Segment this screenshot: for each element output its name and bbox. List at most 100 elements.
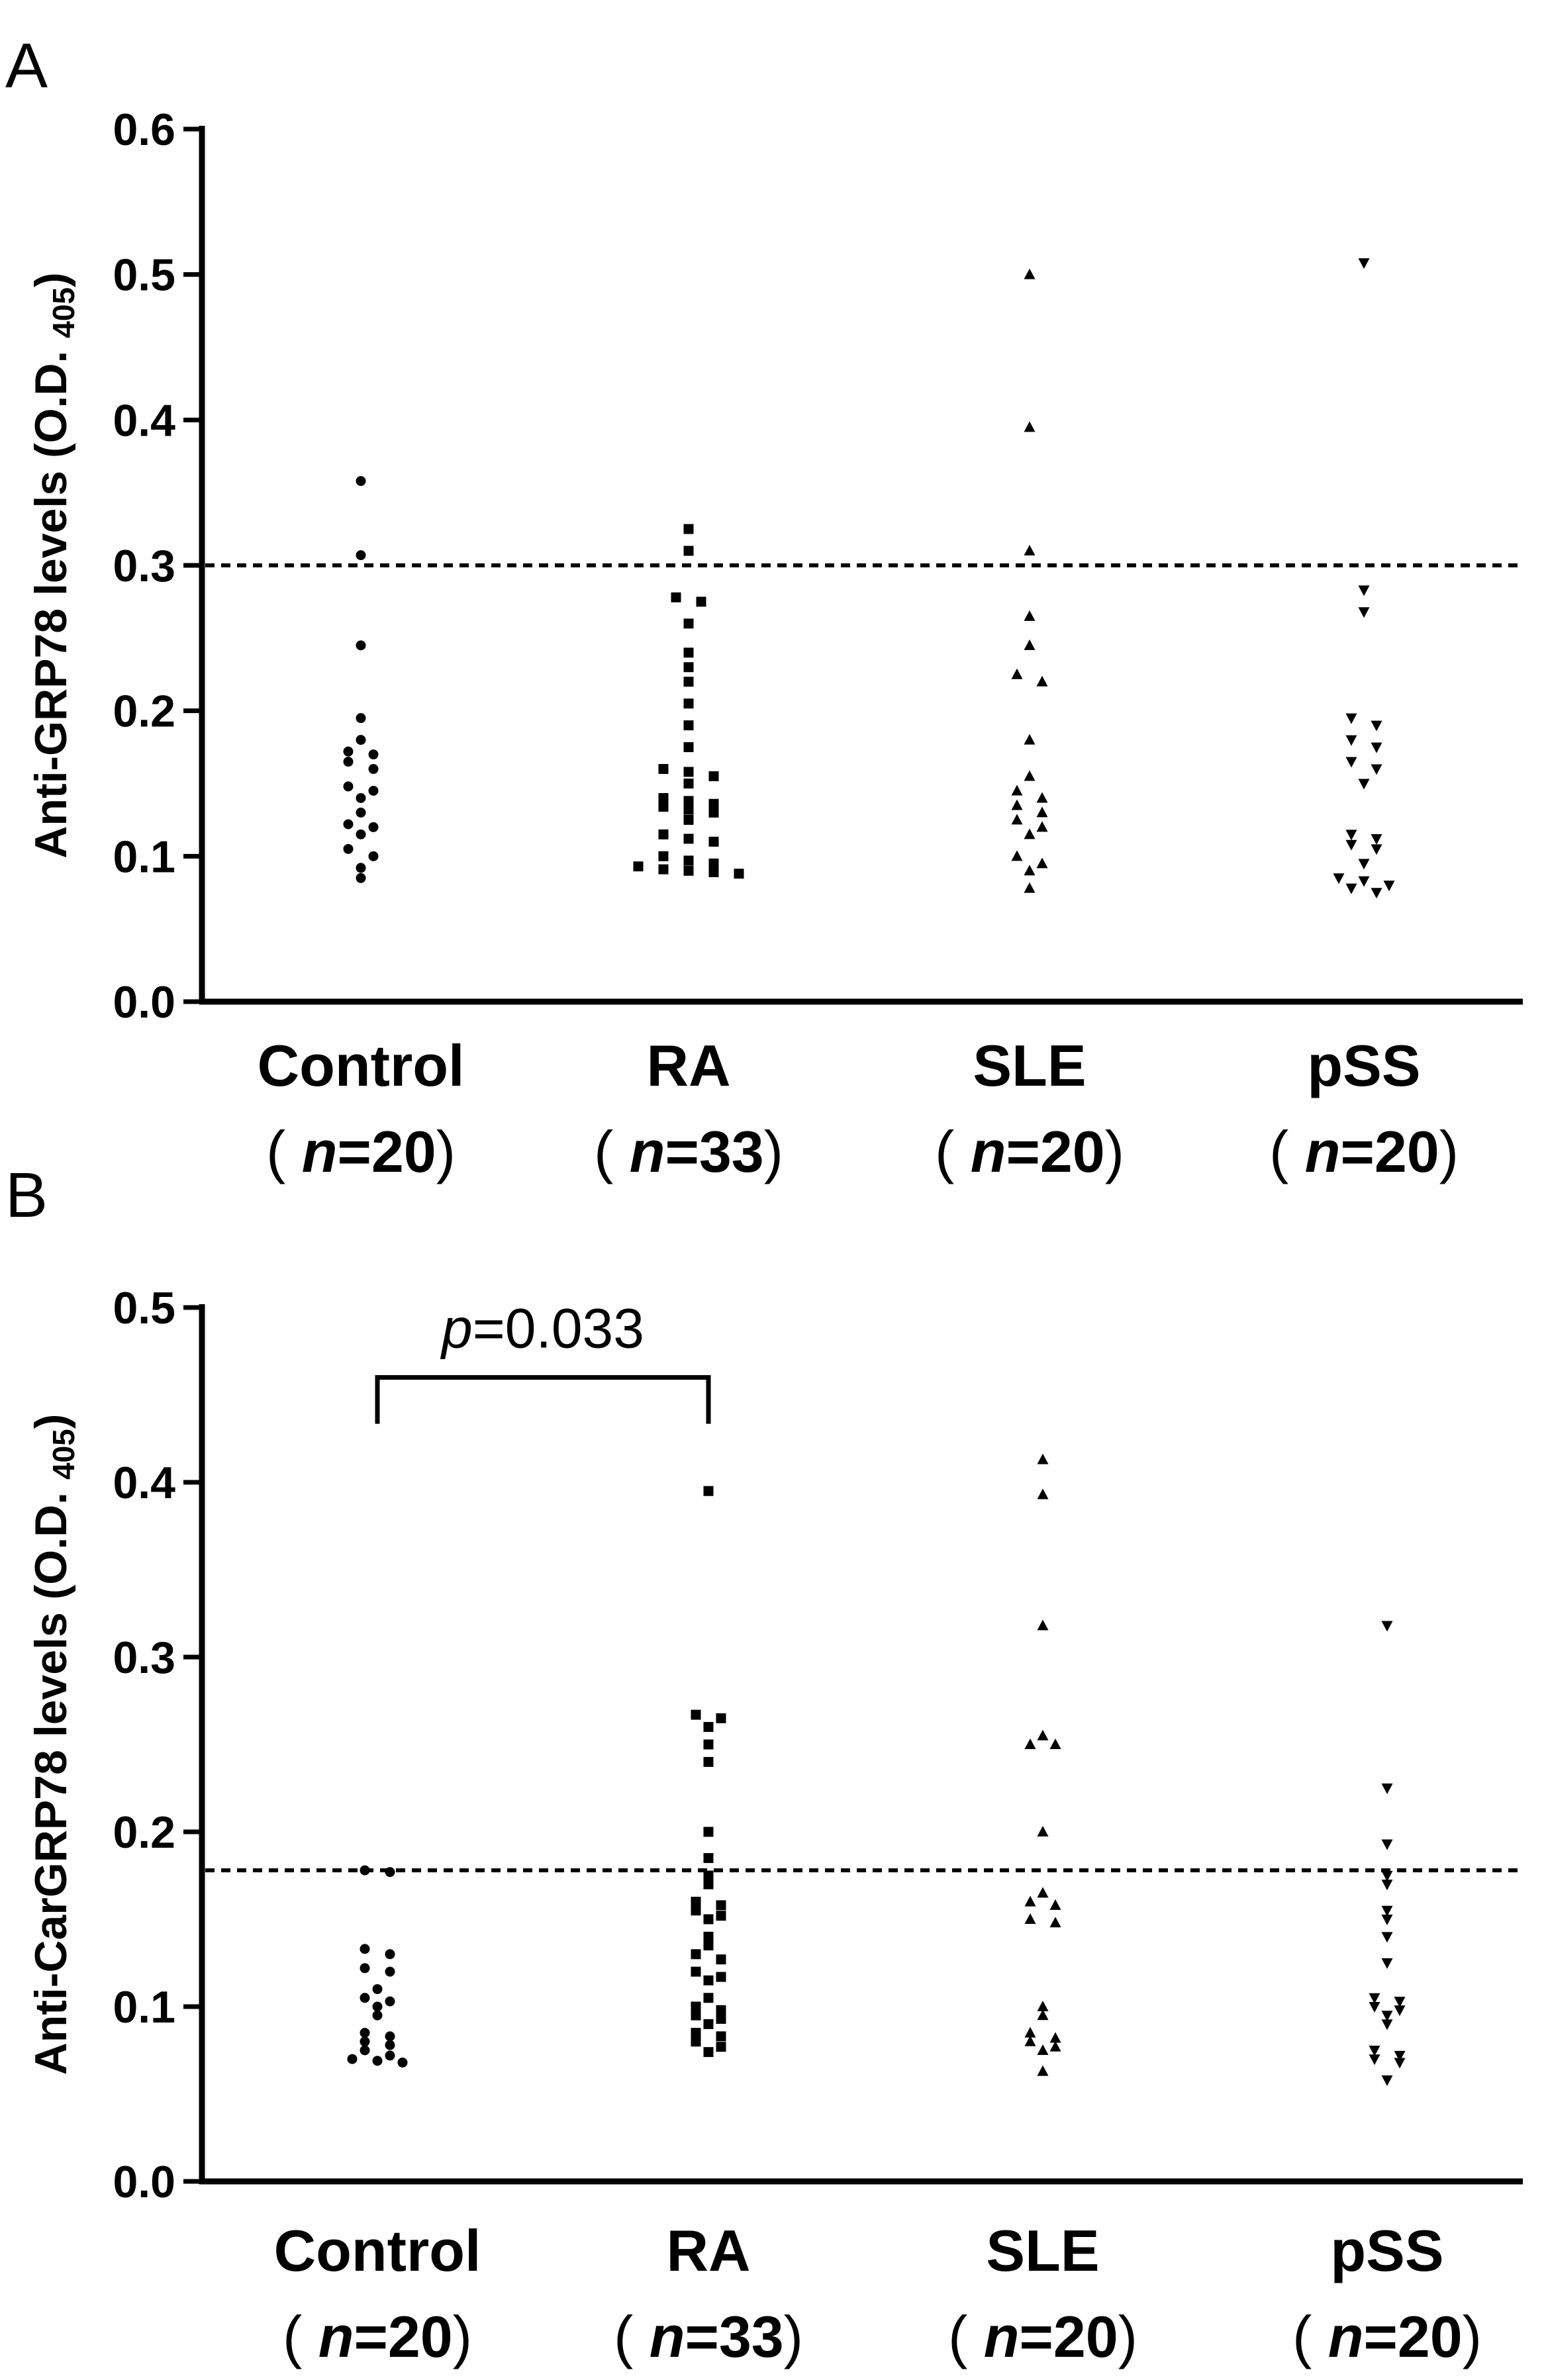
panel-b-data-point [691, 1949, 701, 1960]
panel-b-data-point [703, 1739, 714, 1750]
panel-b-data-point [716, 2005, 726, 2015]
panel-b-y-tick-label: 0.2 [113, 1807, 175, 1858]
panel-b-data-point [360, 1865, 370, 1876]
panel-b-data-point [372, 2056, 383, 2066]
panel-b-data-point [691, 2010, 701, 2021]
panel-b-data-point [1037, 2001, 1049, 2011]
panel-a-data-point [683, 779, 694, 788]
panel-b-data-point [1049, 1899, 1061, 1910]
panel-a-data-point [1371, 720, 1382, 732]
panel-b-data-point [1049, 1738, 1061, 1749]
panel-a-data-point [343, 843, 354, 854]
panel-b-y-tick-label: 0.4 [113, 1458, 175, 1508]
panel-b-data-point [1037, 1826, 1049, 1836]
panel-b-data-point [385, 1867, 395, 1878]
panel-a-data-point [356, 863, 366, 873]
panel-a: A 0.0 0.1 0.2 0.3 0.4 0.5 0.6 Anti-GRP78 levels… [5, 30, 1523, 1184]
panel-b-data-point [703, 1486, 714, 1496]
panel-b-data-point [1024, 1895, 1036, 1907]
panel-a-data-point [356, 792, 366, 803]
panel-a-data-point [1011, 785, 1023, 796]
panel-b-category-label: SLE [986, 2218, 1099, 2283]
panel-a-data-point [658, 864, 669, 875]
panel-a-data-point [683, 524, 694, 534]
panel-a-data-point [343, 757, 354, 767]
panel-a-series-control [343, 476, 379, 883]
panel-a-data-point [708, 771, 719, 782]
panel-a-series-ra [633, 524, 744, 879]
panel-b-data-point [1024, 1738, 1036, 1749]
panel-b-data-point [1037, 1729, 1049, 1740]
panel-a-series-sle [1011, 268, 1048, 893]
panel-b-data-point [703, 1914, 714, 1925]
panel-b-data-point [1381, 2019, 1393, 2030]
panel-b-data-point [1037, 2009, 1049, 2021]
panel-b-data-point [716, 2013, 726, 2024]
panel-a-data-point [683, 742, 694, 753]
panel-a-data-point [683, 804, 694, 815]
panel-b-data-point [716, 2031, 726, 2042]
panel-b-data-point [1381, 1958, 1393, 1969]
panel-b-data-point [360, 1993, 370, 2003]
panel-b-data-point [1369, 1993, 1380, 2004]
panel-a-data-point [356, 807, 366, 818]
panel-b-data-point [1024, 1913, 1036, 1924]
panel-a-data-point [356, 476, 366, 487]
panel-a-data-point [683, 767, 694, 777]
panel-b-data-point [347, 2054, 358, 2064]
panel-b-y-axis-label: Anti-CarGRP78 levels (O.D. 405) [26, 1414, 81, 2075]
panel-b-data-point [703, 1870, 714, 1881]
panel-a-data-point [1024, 639, 1036, 650]
panel-b-data-point [360, 2036, 370, 2047]
panel-a-data-point [343, 746, 354, 757]
panel-b-data-point [716, 1954, 726, 1965]
panel-a-data-point [683, 647, 694, 658]
panel-a-y-tick-label: 0.4 [113, 395, 175, 446]
panel-b-series-sle [1024, 1453, 1061, 2076]
panel-a-category-n: ( n=20) [266, 1119, 456, 1184]
panel-a-letter: A [5, 30, 48, 101]
panel-a-category-label: pSS [1307, 1033, 1420, 1098]
panel-b-data-point [703, 1756, 714, 1767]
panel-b-data-point [397, 2057, 408, 2068]
panel-a-data-point [368, 764, 379, 775]
panel-a-data-point [708, 867, 719, 877]
panel-a-data-point [683, 833, 694, 844]
panel-b-data-point [703, 1940, 714, 1951]
panel-b-data-point [360, 1963, 370, 1974]
panel-b-category-label: pSS [1330, 2218, 1443, 2283]
panel-b-data-point [1381, 1932, 1393, 1943]
panel-b-data-point [385, 1949, 395, 1960]
panel-a-data-point [356, 550, 366, 561]
panel-b-category-label: Control [274, 2218, 481, 2283]
panel-b-data-point [703, 1853, 714, 1864]
panel-b-data-point [716, 2042, 726, 2052]
panel-b-data-point [691, 2036, 701, 2047]
panel-b-significance-bracket [375, 1375, 711, 1424]
panel-a-category-n: ( n=20) [1269, 1119, 1459, 1184]
panel-a-data-point [368, 785, 379, 796]
panel-b-data-point [1394, 2058, 1406, 2069]
panel-a-data-point [1024, 770, 1036, 781]
panel-a-data-point [1036, 857, 1048, 869]
panel-b-data-point [1037, 2065, 1049, 2076]
panel-b-data-point [1381, 2011, 1393, 2022]
panel-a-data-point [1358, 258, 1370, 269]
panel-a-data-point [1371, 888, 1382, 899]
panel-a-y-tick-label: 0.5 [113, 250, 175, 301]
panel-a-data-point [356, 873, 366, 883]
panel-b-data-point [385, 2031, 395, 2042]
panel-a-series-pss [1333, 258, 1395, 899]
panel-a-data-point [1011, 799, 1023, 810]
panel-b-data-point [691, 1897, 701, 1907]
panel-a-data-point [658, 829, 669, 839]
panel-a-data-point [1358, 585, 1370, 596]
panel-a-data-point [708, 836, 719, 847]
panel-a-data-point [683, 796, 694, 806]
panel-a-data-point [1345, 735, 1357, 746]
panel-b-data-point [1049, 1917, 1061, 1928]
panel-a-data-point [683, 677, 694, 687]
panel-a-data-point [683, 814, 694, 825]
panel-b-data-point [703, 1931, 714, 1942]
panel-a-data-point [1358, 779, 1370, 790]
